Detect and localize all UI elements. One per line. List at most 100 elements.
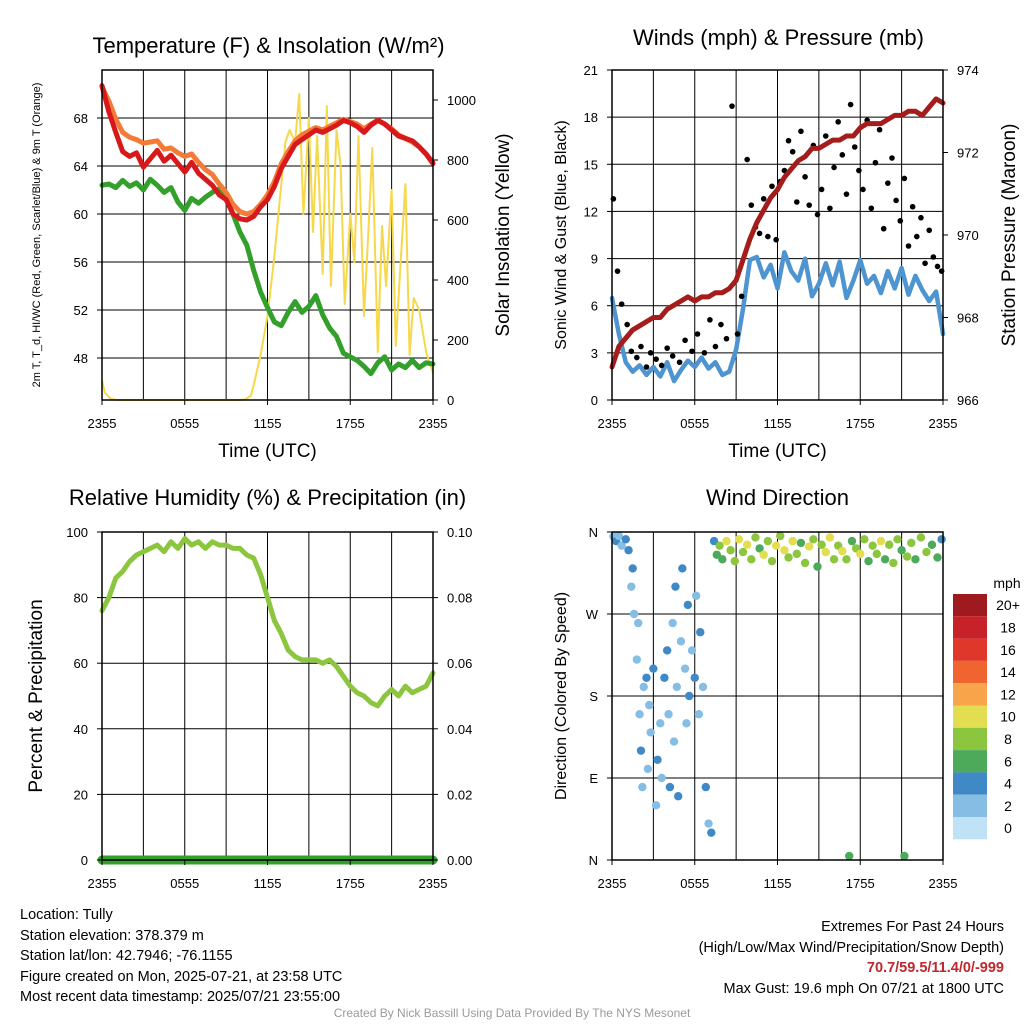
gust-point-64: [905, 243, 912, 249]
gust-point-55: [868, 205, 875, 212]
gust-point-16: [694, 331, 701, 337]
direction-point-12: [636, 746, 646, 755]
direction-point-68: [788, 536, 797, 546]
chart-title-temperature: Temperature (F) & Insolation (W/m²): [92, 33, 444, 58]
direction-point-51: [718, 555, 727, 564]
gust-point-19: [712, 343, 719, 350]
y-tick-label-3-0: N: [589, 853, 598, 868]
y-axis-label-3: Direction (Colored By Speed): [553, 592, 570, 800]
direction-point-17: [645, 700, 654, 710]
y2-tick-label-0-4: 800: [447, 153, 469, 168]
direction-point-44: [698, 682, 708, 692]
gust-point-22: [729, 103, 735, 109]
gust-point-37: [794, 199, 800, 205]
y2-axis-label-1: Station Pressure (Maroon): [999, 124, 1020, 347]
direction-point-73: [809, 535, 818, 544]
direction-point-22: [656, 719, 665, 728]
y-axis-label-1: Sonic Wind & Gust (Blue, Black): [553, 120, 570, 349]
legend-swatch-4: [953, 683, 987, 706]
direction-point-27: [665, 782, 675, 792]
direction-point-32: [674, 792, 683, 801]
legend-swatch-1: [953, 616, 987, 639]
y-tick-label-0-0: 48: [74, 351, 88, 366]
x-tick-label-1-2: 1155: [764, 416, 792, 431]
direction-point-39: [687, 646, 697, 655]
direction-point-2: [614, 531, 624, 541]
direction-point-10: [634, 618, 643, 628]
direction-point-50: [715, 541, 724, 550]
direction-point-46: [704, 819, 713, 828]
y-tick-label-2-4: 80: [74, 591, 88, 606]
direction-point-59: [751, 533, 760, 542]
gust-point-25: [744, 156, 750, 163]
direction-point-103: [933, 553, 942, 562]
legend-title: mph: [993, 575, 1020, 591]
y-tick-label-1-0: 0: [591, 393, 598, 408]
direction-point-6: [627, 582, 636, 591]
y-tick-label-1-4: 12: [584, 204, 598, 219]
y-tick-label-2-0: 0: [81, 853, 88, 868]
gust-point-57: [876, 126, 883, 133]
y-tick-label-3-4: N: [589, 525, 598, 540]
gust-point-4: [628, 348, 635, 355]
gust-point-7: [643, 364, 650, 370]
gust-point-59: [885, 180, 891, 186]
y-tick-label-0-4: 64: [74, 159, 88, 174]
series-sonic-wind: [609, 250, 946, 384]
direction-point-95: [897, 546, 906, 555]
legend-label-0: 20+: [996, 597, 1020, 613]
y-tick-label-0-3: 60: [74, 207, 88, 222]
x-tick-label-1-4: 2355: [929, 416, 958, 431]
y-tick-label-1-1: 3: [591, 346, 598, 361]
gust-point-63: [901, 175, 908, 182]
direction-point-81: [842, 555, 851, 564]
x-tick-label-2-4: 2355: [419, 876, 448, 891]
direction-point-35: [680, 664, 690, 673]
station-info: Location: Tully Station elevation: 378.3…: [20, 905, 342, 1008]
gust-point-48: [839, 152, 846, 158]
gust-point-40: [806, 202, 813, 208]
x-tick-label-3-0: 2355: [598, 876, 627, 891]
extremes-header: Extremes For Past 24 Hours: [821, 919, 1004, 935]
y-tick-label-0-1: 52: [74, 303, 88, 318]
y2-tick-label-2-4: 0.08: [447, 591, 472, 606]
x-tick-label-3-4: 2355: [929, 876, 958, 891]
direction-point-29: [669, 737, 679, 746]
y-tick-label-2-1: 20: [74, 787, 88, 802]
direction-point-72: [805, 542, 814, 551]
y-tick-label-0-5: 68: [74, 111, 88, 126]
y-tick-label-2-5: 100: [66, 525, 88, 540]
extremes-values: 70.7/59.5/11.4/0/-999: [866, 960, 1004, 976]
legend-label-5: 10: [1000, 709, 1016, 725]
direction-point-78: [829, 555, 839, 564]
y2-tick-label-2-1: 0.02: [447, 787, 472, 802]
chart-title-winds: Winds (mph) & Pressure (mb): [633, 25, 924, 50]
legend-swatch-2: [953, 638, 987, 661]
direction-point-3: [617, 541, 626, 550]
direction-point-42: [694, 710, 704, 719]
x-tick-label-0-2: 1155: [254, 416, 282, 431]
gust-point-14: [682, 337, 688, 344]
direction-point-61: [759, 550, 768, 559]
direction-point-64: [771, 541, 781, 550]
direction-point-80: [838, 546, 847, 556]
gust-point-2: [618, 301, 625, 307]
y-tick-label-1-3: 9: [591, 252, 598, 267]
location-text: Location: Tully: [20, 907, 113, 923]
gust-point-10: [658, 362, 665, 369]
direction-point-66: [780, 546, 789, 555]
gust-point-5: [634, 354, 640, 361]
direction-point-7: [628, 564, 637, 573]
direction-point-40: [690, 673, 699, 682]
direction-point-83: [847, 536, 857, 546]
y2-tick-label-1-3: 972: [957, 146, 979, 161]
x-tick-label-2-0: 2355: [88, 876, 117, 891]
x-tick-label-2-1: 0555: [170, 876, 199, 891]
series-relative-humidity: [99, 536, 436, 709]
gust-point-21: [723, 335, 730, 342]
gust-point-36: [789, 148, 796, 155]
direction-point-9: [632, 655, 642, 664]
gust-point-1: [614, 268, 621, 274]
x-tick-label-1-0: 2355: [598, 416, 627, 431]
gust-point-26: [748, 202, 755, 208]
